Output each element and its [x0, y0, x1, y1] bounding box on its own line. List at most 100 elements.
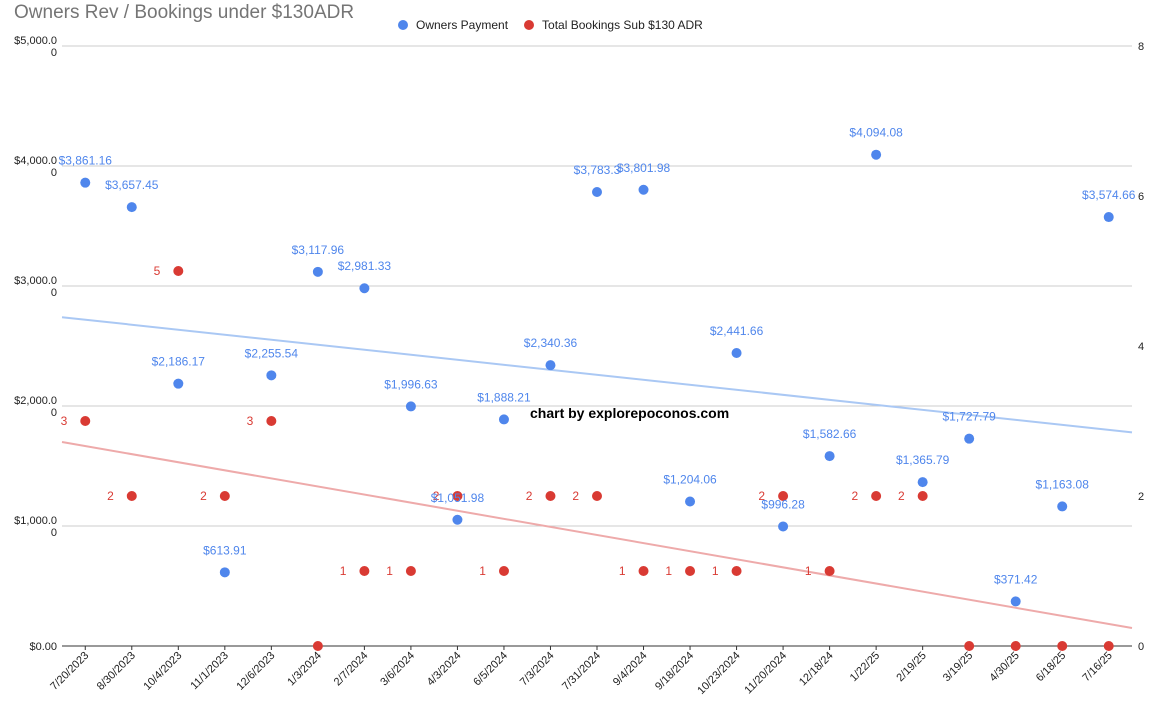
owners-payment-point [452, 514, 463, 525]
x-axis-tick-label: 11/20/2024 [742, 650, 789, 697]
y-axis-tick-label: $3,000.0 [14, 275, 57, 287]
bookings-data-label: 5 [154, 264, 161, 278]
x-axis-tick-label: 4/30/25 [987, 650, 1021, 684]
bookings-point [359, 566, 370, 576]
bookings-data-label: 2 [526, 489, 533, 503]
bookings-data-label: 1 [479, 564, 486, 578]
y-axis-tick-label: 0 [51, 47, 57, 59]
x-axis-tick-label: 1/22/25 [848, 650, 882, 684]
legend-label-owners-payment: Owners Payment [416, 18, 509, 32]
x-axis-tick-label: 9/4/2024 [611, 650, 650, 689]
owners-payment-data-label: $1,163.08 [1036, 477, 1090, 491]
owners-payment-data-label: $2,255.54 [245, 346, 299, 360]
owners-payment-data-label: $3,801.98 [617, 161, 671, 175]
bookings-point [778, 491, 789, 501]
owners-payment-point [731, 348, 742, 359]
bookings-point [219, 491, 230, 501]
owners-payment-point [173, 378, 184, 389]
bookings-point [545, 491, 556, 501]
owners-payment-point [778, 521, 789, 532]
bookings-data-label: 2 [200, 489, 207, 503]
bookings-data-label: 3 [61, 414, 68, 428]
bookings-point [871, 491, 882, 501]
owners-payment-data-label: $3,117.96 [292, 243, 345, 257]
y-axis-tick-label: 0 [51, 527, 57, 539]
bookings-data-label: 3 [247, 414, 254, 428]
owners-payment-point [1010, 596, 1021, 607]
x-axis-tick-label: 1/3/2024 [285, 650, 324, 689]
y-axis-tick-label: $5,000.0 [14, 35, 57, 47]
bookings-point [592, 491, 602, 501]
bookings-trendline [61, 441, 1133, 629]
bookings-point [964, 641, 975, 651]
bookings-data-label: 1 [619, 564, 626, 578]
owners-payment-point [871, 149, 882, 160]
legend: Owners Payment Total Bookings Sub $130 A… [398, 18, 719, 32]
y-axis-tick-label: $2,000.0 [14, 395, 57, 407]
legend-marker-total-bookings [524, 20, 535, 30]
owners-payment-data-label: $2,186.17 [152, 355, 206, 369]
bookings-data-label: 2 [898, 489, 905, 503]
owners-payment-point [359, 283, 370, 294]
y2-axis-tick-label: 6 [1138, 191, 1144, 203]
x-axis-tick-label: 2/7/2024 [332, 650, 371, 689]
y-axis-tick-label: $1,000.0 [14, 515, 57, 527]
bookings-point [80, 416, 91, 426]
x-axis-tick-label: 6/5/2024 [471, 650, 510, 689]
owners-payment-data-label: $1,727.79 [942, 410, 996, 424]
legend-item-total-bookings[interactable]: Total Bookings Sub $130 ADR [524, 18, 703, 32]
owners-payment-data-label: $4,094.08 [849, 126, 903, 140]
owners-payment-trendline [61, 316, 1133, 434]
bookings-point [638, 566, 649, 576]
bookings-point [173, 266, 184, 276]
owners-payment-data-label: $2,981.33 [338, 259, 392, 273]
bookings-point [824, 566, 835, 576]
x-axis-tick-label: 10/23/2024 [695, 650, 742, 697]
owners-payment-point [126, 202, 137, 213]
owners-payment-point [80, 177, 91, 188]
bookings-data-label: 2 [851, 489, 858, 503]
owners-payment-point [266, 370, 277, 381]
owners-payment-point [824, 451, 835, 462]
bookings-data-label: 2 [572, 489, 579, 503]
y2-axis-tick-label: 8 [1138, 41, 1144, 53]
bookings-point [1103, 641, 1114, 651]
owners-payment-data-label: $3,574.66 [1082, 188, 1136, 202]
legend-item-owners-payment[interactable]: Owners Payment [398, 18, 508, 32]
bookings-point [1010, 641, 1021, 651]
owners-payment-point [638, 184, 649, 195]
bookings-point [1057, 641, 1068, 651]
owners-payment-data-label: $1,365.79 [896, 453, 950, 467]
bookings-data-label: 1 [712, 564, 719, 578]
owners-payment-data-label: $996.28 [761, 497, 805, 511]
bookings-point [685, 566, 696, 576]
owners-payment-point [219, 567, 230, 578]
owners-payment-point [498, 414, 509, 425]
y-axis-tick-label: 0 [51, 167, 57, 179]
chart-watermark: chart by explorepoconos.com [530, 405, 730, 421]
legend-label-total-bookings: Total Bookings Sub $130 ADR [542, 18, 703, 32]
owners-payment-data-label: $613.91 [203, 543, 247, 557]
bookings-data-label: 2 [758, 489, 765, 503]
owners-payment-data-label: $1,996.63 [384, 377, 438, 391]
y2-axis-tick-label: 0 [1138, 641, 1144, 653]
x-axis-tick-label: 8/30/2023 [95, 650, 138, 693]
x-axis-tick-label: 9/18/2024 [653, 650, 696, 693]
bookings-data-label: 1 [386, 564, 393, 578]
x-axis-tick-label: 12/18/24 [797, 650, 836, 689]
chart-title: Owners Rev / Bookings under $130ADR [14, 2, 355, 23]
owners-payment-data-label: $371.42 [994, 572, 1038, 586]
x-axis-tick-label: 7/3/2024 [518, 650, 557, 689]
y-axis-tick-label: 0 [51, 407, 57, 419]
owners-payment-data-label: $1,204.06 [663, 473, 717, 487]
owners-payment-data-label: $1,051.98 [431, 491, 485, 505]
bookings-point [917, 491, 928, 501]
owners-payment-data-label: $2,441.66 [710, 324, 764, 338]
bookings-point [266, 416, 277, 426]
owners-payment-point [917, 477, 928, 488]
x-axis-tick-label: 2/19/25 [894, 650, 928, 684]
x-axis-tick-label: 7/20/2023 [48, 650, 91, 693]
owners-payment-point [685, 496, 696, 507]
owners-payment-data-label: $2,340.36 [524, 336, 578, 350]
bookings-point [312, 641, 323, 651]
